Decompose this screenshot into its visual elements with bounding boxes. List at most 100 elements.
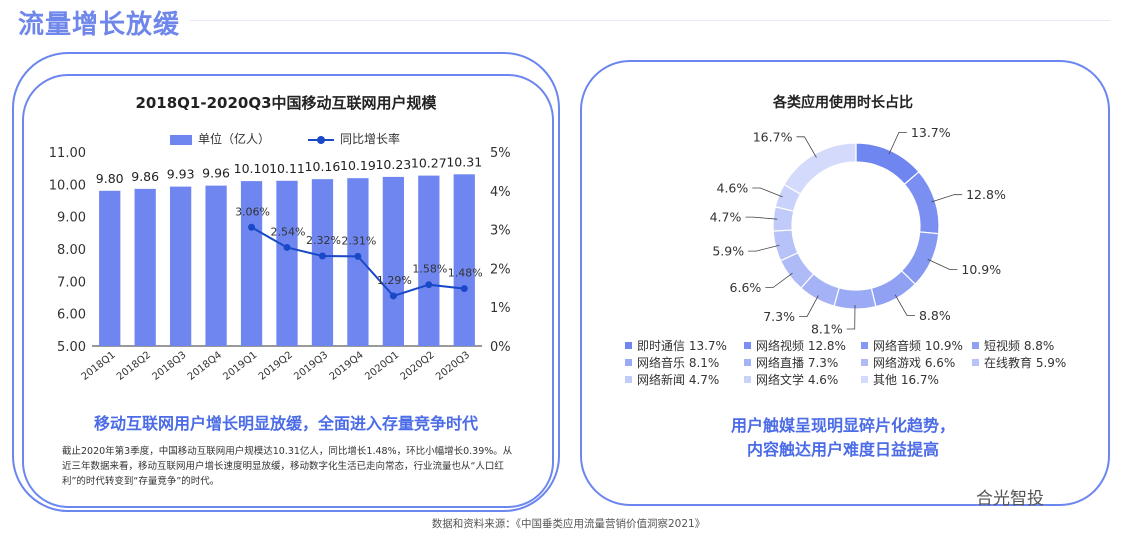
donut-leader-line <box>748 244 780 252</box>
growth-rate-point <box>425 281 433 289</box>
donut-slice <box>783 142 857 195</box>
donut-leader-line <box>798 295 819 317</box>
donut-legend-item: 在线教育 5.9% <box>972 354 1066 371</box>
left-description: 截止2020年第3季度，中国移动互联网用户规模达10.31亿人，同比增长1.48… <box>62 446 513 487</box>
bar <box>382 176 404 346</box>
legend-label: 短视频 8.8% <box>984 339 1055 353</box>
bar-value-label: 10.31 <box>446 154 482 169</box>
legend-swatch <box>625 342 632 349</box>
donut-legend-item: 其他 16.7% <box>861 371 939 388</box>
right-headline-line1: 用户触媒呈现明显碎片化趋势， <box>730 416 955 435</box>
legend-line-label: 同比增长率 <box>340 132 401 146</box>
growth-rate-label: 3.06% <box>235 205 270 218</box>
donut-leader-line <box>894 294 915 316</box>
right-card <box>580 60 1110 506</box>
donut-slice-label: 13.7% <box>911 125 951 140</box>
growth-rate-label: 1.29% <box>377 274 412 287</box>
growth-rate-label: 2.31% <box>341 234 376 247</box>
bar-value-label: 10.19 <box>340 158 376 173</box>
y-right-tick-label: 5% <box>490 146 511 161</box>
legend-label: 其他 16.7% <box>873 373 939 387</box>
donut-slice-label: 10.9% <box>961 262 1001 277</box>
donut-legend-item: 网络文学 4.6% <box>744 371 838 388</box>
donut-slice-label: 7.3% <box>763 309 795 324</box>
donut-leader-line <box>796 136 817 158</box>
bar <box>311 179 334 346</box>
donut-legend-item: 网络新闻 4.7% <box>625 371 719 388</box>
y-left-tick-label: 7.00 <box>57 275 86 290</box>
donut-slice-label: 6.6% <box>730 280 762 295</box>
bar-value-label: 9.93 <box>167 167 195 182</box>
right-chart-title: 各类应用使用时长占比 <box>773 95 913 111</box>
legend-swatch <box>744 359 751 366</box>
growth-rate-point <box>354 252 362 260</box>
bar <box>453 174 475 346</box>
legend-item-line: 同比增长率 <box>308 130 400 147</box>
legend-label: 网络音乐 8.1% <box>637 356 720 370</box>
y-right-tick-label: 1% <box>490 301 511 316</box>
legend-swatch <box>861 342 868 349</box>
donut-leader-line <box>765 272 793 288</box>
growth-rate-label: 2.54% <box>271 225 306 238</box>
bar-value-label: 10.16 <box>305 159 341 174</box>
growth-rate-point <box>389 292 397 300</box>
donut-legend-item: 网络音频 10.9% <box>861 337 963 354</box>
donut-slice-label: 8.1% <box>811 321 843 336</box>
legend-item-bar: 单位（亿人） <box>170 130 270 147</box>
bar <box>205 185 227 346</box>
legend-label: 网络新闻 4.7% <box>637 373 720 387</box>
donut-legend-item: 网络视频 12.8% <box>744 337 846 354</box>
legend-swatch <box>861 359 868 366</box>
donut-leader-line <box>931 194 963 203</box>
legend-label: 网络音频 10.9% <box>873 339 963 353</box>
bar <box>170 186 192 346</box>
y-left-tick-label: 10.00 <box>49 178 86 193</box>
growth-rate-point <box>248 223 256 231</box>
y-right-tick-label: 2% <box>490 262 511 277</box>
legend-swatch <box>972 359 979 366</box>
bar-value-label: 10.10 <box>234 161 270 176</box>
donut-leader-line <box>927 258 958 270</box>
donut-slice-label: 4.7% <box>710 210 742 225</box>
y-left-tick-label: 6.00 <box>57 308 86 323</box>
legend-label: 即时通信 13.7% <box>637 339 727 353</box>
donut-legend-item: 短视频 8.8% <box>972 337 1054 354</box>
bar-value-label: 9.86 <box>131 169 159 184</box>
growth-rate-label: 2.32% <box>306 234 341 247</box>
legend-bar-label: 单位（亿人） <box>198 132 271 146</box>
bar <box>99 190 121 346</box>
bar <box>276 180 298 346</box>
donut-slice-label: 16.7% <box>753 129 793 144</box>
source-note: 数据和资料来源：《中国垂类应用流量营销价值洞察2021》 <box>431 518 706 530</box>
bar-value-label: 9.80 <box>96 171 124 186</box>
bar <box>134 188 156 346</box>
left-headline: 移动互联网用户增长明显放缓，全面进入存量竞争时代 <box>93 414 478 433</box>
bar <box>347 178 369 346</box>
donut-slice-label: 12.8% <box>966 187 1006 202</box>
legend-swatch <box>744 376 751 383</box>
legend-label: 在线教育 5.9% <box>984 356 1067 370</box>
y-left-tick-label: 5.00 <box>57 340 86 355</box>
y-left-tick-label: 8.00 <box>57 243 86 258</box>
legend-swatch <box>625 376 632 383</box>
donut-slice-label: 5.9% <box>712 244 744 259</box>
legend-label: 网络文学 4.6% <box>756 373 839 387</box>
donut-legend-item: 网络游戏 6.6% <box>861 354 955 371</box>
legend-line-swatch <box>308 135 334 145</box>
bar <box>240 181 263 346</box>
y-right-tick-label: 3% <box>490 224 511 239</box>
legend-swatch <box>972 342 979 349</box>
page-title: 流量增长放缓 <box>18 10 181 40</box>
growth-rate-label: 1.58% <box>412 263 447 276</box>
growth-rate-point <box>318 252 326 260</box>
donut-legend-item: 即时通信 13.7% <box>625 337 727 354</box>
y-right-tick-label: 4% <box>490 185 511 200</box>
left-chart-title: 2018Q1-2020Q3中国移动互联网用户规模 <box>135 94 437 112</box>
growth-rate-point <box>283 243 291 251</box>
donut-legend-item: 网络直播 7.3% <box>744 354 838 371</box>
brand-watermark: 合光智投 <box>976 489 1044 509</box>
bar-value-label: 10.27 <box>411 156 447 171</box>
legend-bar-swatch <box>170 134 192 145</box>
bar-value-label: 10.11 <box>269 161 305 176</box>
